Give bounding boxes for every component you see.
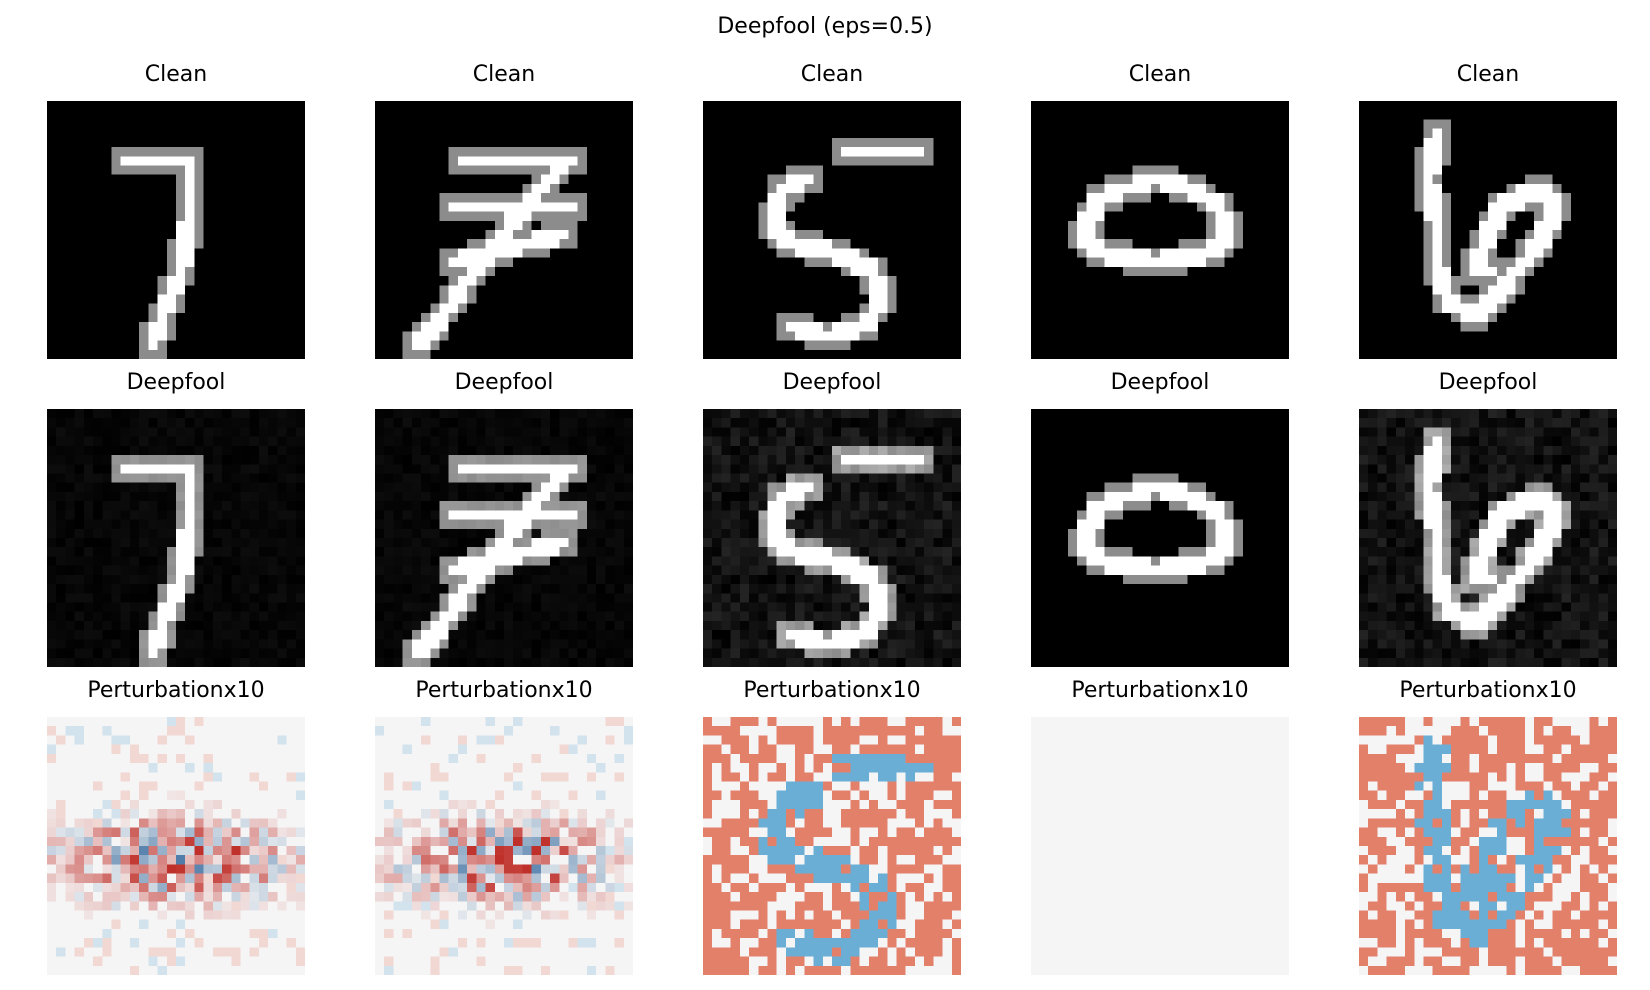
panel-title: Perturbationx10	[743, 678, 921, 703]
panel-title: Deepfool	[1438, 370, 1538, 395]
digit-image	[1359, 409, 1617, 667]
perturbation-heatmap	[1031, 717, 1289, 975]
panel-clean-2: Clean	[375, 62, 633, 359]
digit-image	[375, 101, 633, 359]
digit-image	[703, 409, 961, 667]
panel-title: Deepfool	[126, 370, 226, 395]
digit-image	[47, 101, 305, 359]
panel-title: Clean	[1128, 62, 1192, 87]
perturbation-heatmap	[1359, 717, 1617, 975]
digit-image	[1031, 101, 1289, 359]
panel-clean-1: Clean	[47, 62, 305, 359]
digit-image	[375, 409, 633, 667]
panel-clean-5: Clean	[1359, 62, 1617, 359]
digit-image	[1359, 101, 1617, 359]
panel-title: Clean	[1456, 62, 1520, 87]
panel-title: Perturbationx10	[1071, 678, 1249, 703]
panel-title: Perturbationx10	[1399, 678, 1577, 703]
panel-adversarial-2: Deepfool	[375, 370, 633, 667]
panel-perturbation-2: Perturbationx10	[375, 678, 633, 975]
panel-title: Clean	[800, 62, 864, 87]
panel-title: Perturbationx10	[87, 678, 265, 703]
panel-clean-3: Clean	[703, 62, 961, 359]
panel-title: Clean	[144, 62, 208, 87]
panel-perturbation-5: Perturbationx10	[1359, 678, 1617, 975]
figure-title: Deepfool (eps=0.5)	[717, 14, 933, 39]
panel-perturbation-3: Perturbationx10	[703, 678, 961, 975]
panel-perturbation-1: Perturbationx10	[47, 678, 305, 975]
panel-adversarial-3: Deepfool	[703, 370, 961, 667]
panel-title: Deepfool	[1110, 370, 1210, 395]
digit-image	[1031, 409, 1289, 667]
perturbation-heatmap	[703, 717, 961, 975]
panel-adversarial-1: Deepfool	[47, 370, 305, 667]
perturbation-heatmap	[47, 717, 305, 975]
panel-clean-4: Clean	[1031, 62, 1289, 359]
perturbation-heatmap	[375, 717, 633, 975]
panel-adversarial-4: Deepfool	[1031, 370, 1289, 667]
digit-image	[703, 101, 961, 359]
panel-title: Deepfool	[454, 370, 554, 395]
panel-title: Deepfool	[782, 370, 882, 395]
panel-title: Clean	[472, 62, 536, 87]
panel-title: Perturbationx10	[415, 678, 593, 703]
digit-image	[47, 409, 305, 667]
panel-adversarial-5: Deepfool	[1359, 370, 1617, 667]
panel-perturbation-4: Perturbationx10	[1031, 678, 1289, 975]
